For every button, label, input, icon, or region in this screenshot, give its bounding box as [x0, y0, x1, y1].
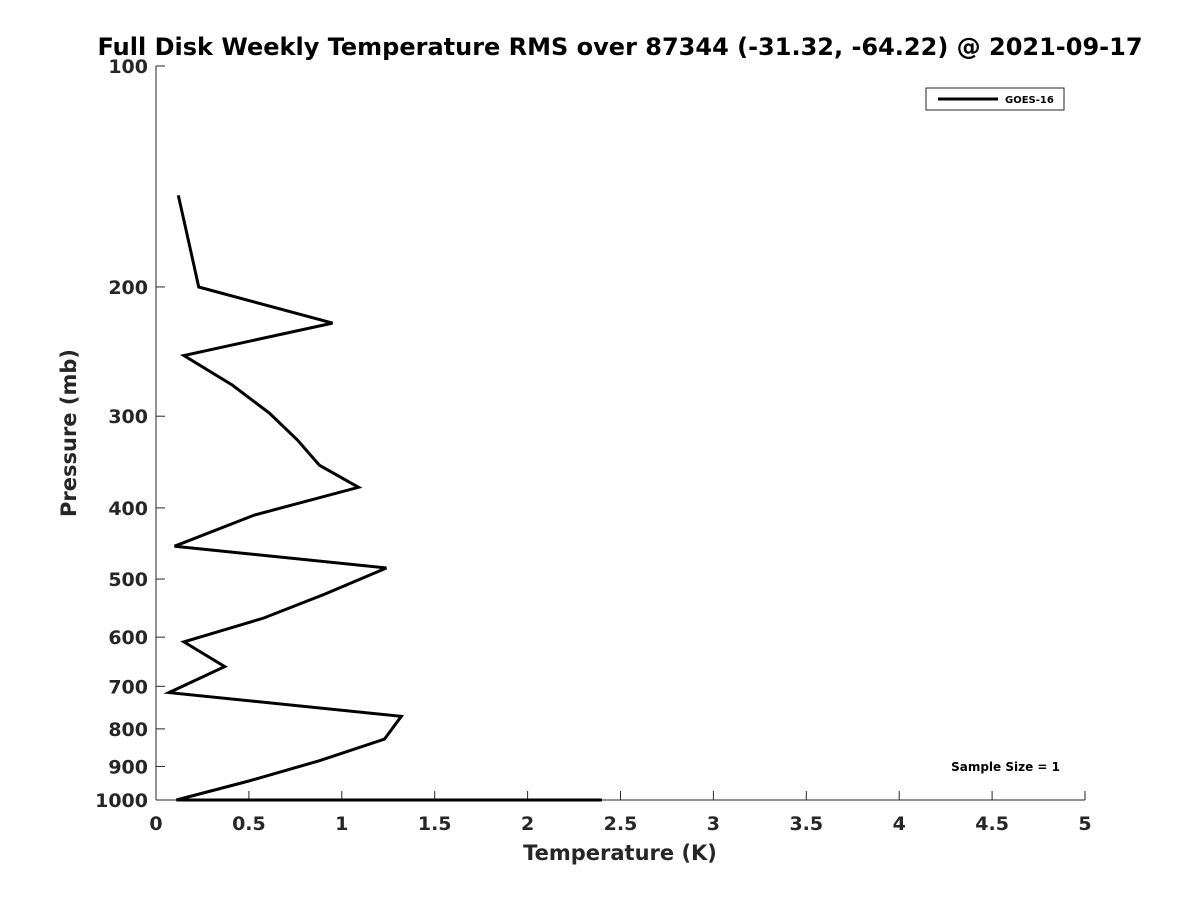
x-tick-label: 5	[1078, 813, 1091, 835]
x-tick-label: 3	[707, 813, 720, 835]
sample-size-annotation: Sample Size = 1	[951, 760, 1060, 774]
y-tick-label: 100	[108, 56, 148, 78]
x-tick-label: 0.5	[232, 813, 266, 835]
y-tick-label: 1000	[95, 790, 148, 812]
y-tick-label: 600	[108, 627, 148, 649]
y-tick-label: 900	[108, 756, 148, 778]
x-axis-label: Temperature (K)	[523, 841, 717, 865]
legend: GOES-16	[925, 87, 1065, 111]
legend-label: GOES-16	[1005, 95, 1054, 106]
plot-area	[163, 194, 602, 802]
y-tick-label: 700	[108, 676, 148, 698]
y-tick-label: 400	[108, 498, 148, 520]
x-tick-label: 3.5	[789, 813, 823, 835]
chart-title: Full Disk Weekly Temperature RMS over 87…	[97, 33, 1142, 61]
y-tick-label: 300	[108, 406, 148, 428]
axes: 0 0.5 1 1.5 2 2.5 3 3.5 4 4.5 5 100 200 300 400 500 600 7…	[95, 56, 1092, 835]
y-axis-label: Pressure (mb)	[57, 349, 81, 517]
x-tick-label: 1	[335, 813, 348, 835]
y-tick-label: 800	[108, 719, 148, 741]
y-tick-label: 500	[108, 569, 148, 591]
series-line-goes-16	[163, 194, 602, 802]
x-tick-label: 4.5	[975, 813, 1009, 835]
x-tick-label: 2	[521, 813, 534, 835]
y-tick-label: 200	[108, 277, 148, 299]
x-tick-label: 2.5	[604, 813, 638, 835]
x-tick-label: 0	[149, 813, 162, 835]
x-tick-label: 4	[893, 813, 906, 835]
x-tick-label: 1.5	[418, 813, 452, 835]
